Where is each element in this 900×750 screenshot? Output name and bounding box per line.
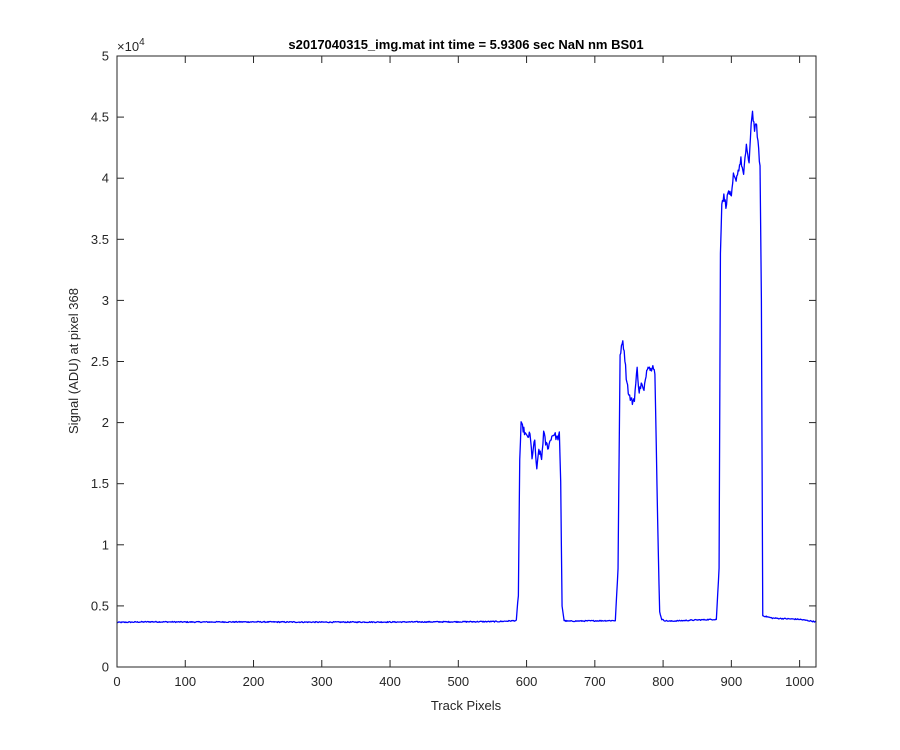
series-line [116,110,817,624]
y-tick-label: 1 [102,537,109,552]
x-tick-label: 700 [584,674,606,689]
x-tick-label: 500 [447,674,469,689]
y-tick-label: 5 [102,49,109,64]
y-tick-label: 4 [102,171,109,186]
y-tick-label: 1.5 [91,476,109,491]
y-exponent-power: 4 [139,37,145,48]
x-tick-label: 1000 [785,674,814,689]
y-tick-label: 0.5 [91,598,109,613]
x-axis-label: Track Pixels [431,698,502,713]
x-tick-label: 200 [243,674,265,689]
y-tick-label: 0 [102,660,109,675]
plot-frame [116,55,817,668]
x-tick-label: 800 [652,674,674,689]
plot-area [117,56,816,667]
y-tick-label: 2 [102,415,109,430]
y-ticks: 0 0.5 1 1.5 2 2.5 3 3.5 4 4.5 5 [91,49,816,675]
x-ticks: 0 100 200 300 400 500 600 700 800 900 1000 [113,56,814,689]
x-tick-label: 0 [113,674,120,689]
x-tick-label: 300 [311,674,333,689]
y-tick-label: 2.5 [91,354,109,369]
y-axis-exponent: ×104 [117,37,145,54]
x-tick-label: 400 [379,674,401,689]
chart-title: s2017040315_img.mat int time = 5.9306 se… [288,37,643,52]
y-exponent-base: ×10 [117,39,139,54]
y-tick-label: 3.5 [91,232,109,247]
x-tick-label: 600 [516,674,538,689]
y-tick-label: 4.5 [91,110,109,125]
x-tick-label: 900 [721,674,743,689]
y-tick-label: 3 [102,293,109,308]
x-tick-label: 100 [174,674,196,689]
y-axis-label: Signal (ADU) at pixel 368 [66,288,81,434]
